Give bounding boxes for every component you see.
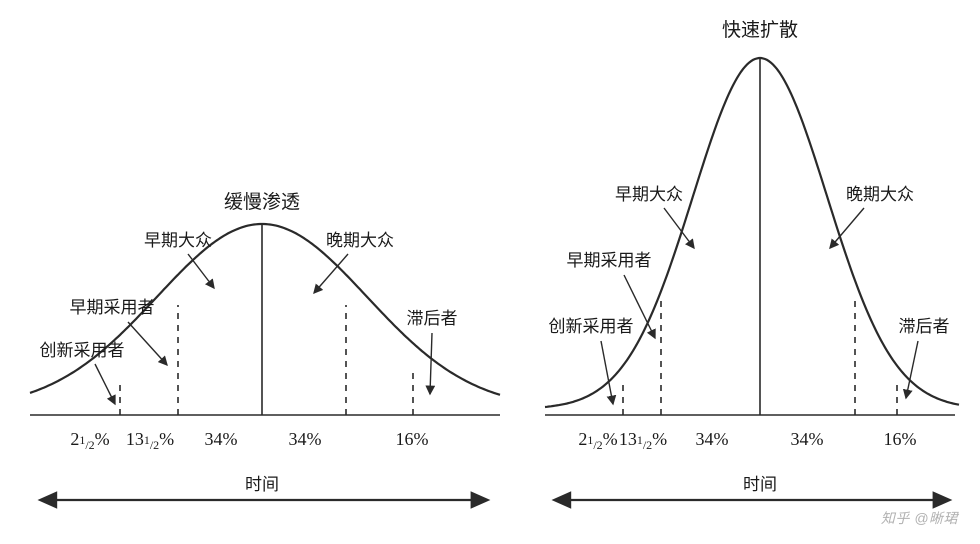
axis-label-right: 时间 <box>743 475 777 494</box>
pct-l3: 34% <box>289 429 322 449</box>
panel-slow: 缓慢渗透 早期大众 晚期大众 早期采用者 创新采用者 滞后者 21/2% 131… <box>30 191 500 500</box>
label-lmaj-left: 晚期大众 <box>326 231 394 250</box>
pct-l4: 16% <box>396 429 429 449</box>
diagram-svg: 缓慢渗透 早期大众 晚期大众 早期采用者 创新采用者 滞后者 21/2% 131… <box>0 0 980 544</box>
pct-r0: 21/2% <box>578 429 617 452</box>
diffusion-diagram: 缓慢渗透 早期大众 晚期大众 早期采用者 创新采用者 滞后者 21/2% 131… <box>0 0 980 544</box>
pct-r3: 34% <box>791 429 824 449</box>
watermark: 知乎 @晰珺 <box>881 508 958 528</box>
label-lag-right: 滞后者 <box>899 317 950 336</box>
arrow-early-left <box>128 322 167 365</box>
label-early-right: 早期采用者 <box>567 251 652 270</box>
arrow-lag-left <box>430 333 432 394</box>
pct-r2: 34% <box>696 429 729 449</box>
bell-curve-fast <box>545 58 959 407</box>
arrow-lag-right <box>906 341 918 398</box>
title-slow: 缓慢渗透 <box>224 191 300 213</box>
label-emaj-right: 早期大众 <box>615 185 683 204</box>
arrow-lmaj-right <box>830 208 864 248</box>
panel-fast: 快速扩散 早期大众 晚期大众 早期采用者 创新采用者 滞后者 21/2% 131… <box>545 19 959 500</box>
label-early-left: 早期采用者 <box>70 298 155 317</box>
arrow-inno-left <box>95 364 115 404</box>
label-inno-right: 创新采用者 <box>549 317 634 336</box>
title-fast: 快速扩散 <box>722 19 798 41</box>
pct-r4: 16% <box>884 429 917 449</box>
pct-l1: 131/2% <box>126 429 174 452</box>
pct-r1: 131/2% <box>619 429 667 452</box>
arrow-inno-right <box>601 341 613 404</box>
label-lmaj-right: 晚期大众 <box>846 185 914 204</box>
pct-l0: 21/2% <box>70 429 109 452</box>
pct-l2: 34% <box>205 429 238 449</box>
axis-label-left: 时间 <box>245 475 279 494</box>
arrow-emaj-left <box>188 254 214 288</box>
label-lag-left: 滞后者 <box>407 309 458 328</box>
label-inno-left: 创新采用者 <box>40 341 125 360</box>
label-emaj-left: 早期大众 <box>144 231 212 250</box>
